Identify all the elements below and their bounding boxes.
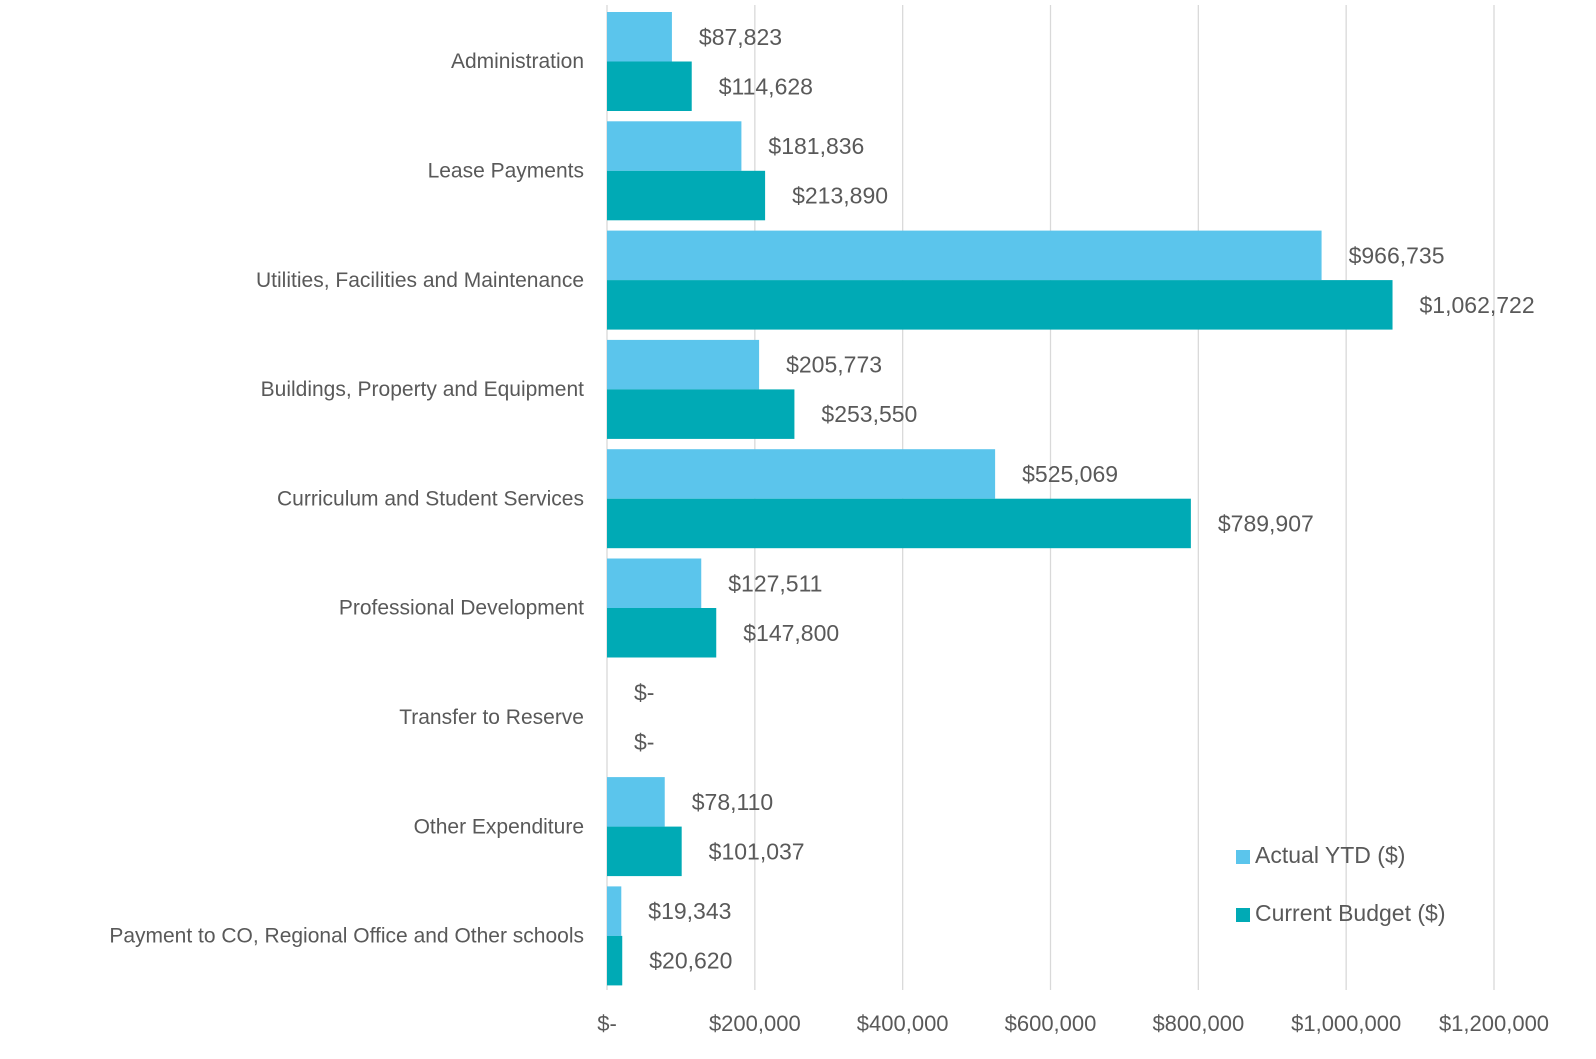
bar: [607, 170, 766, 221]
data-label: $-: [634, 729, 654, 755]
y-tick-label: Lease Payments: [428, 159, 584, 182]
data-label: $253,550: [821, 401, 917, 427]
legend-swatch: [1236, 908, 1250, 922]
y-tick-label: Curriculum and Student Services: [277, 487, 584, 510]
data-label: $205,773: [786, 352, 882, 378]
x-tick-label: $1,200,000: [1439, 1011, 1549, 1036]
data-label: $127,511: [728, 570, 822, 596]
bar: [607, 826, 682, 877]
data-label: $87,823: [699, 24, 782, 50]
y-tick-label: Payment to CO, Regional Office and Other…: [109, 925, 584, 948]
bar: [607, 558, 702, 608]
bar: [607, 121, 742, 171]
legend-swatch: [1236, 850, 1250, 864]
data-label: $-: [634, 680, 654, 706]
data-label: $19,343: [648, 898, 731, 924]
data-label: $789,907: [1218, 511, 1314, 537]
data-label: $966,735: [1349, 242, 1445, 268]
bar: [607, 449, 996, 499]
x-tick-label: $-: [597, 1011, 617, 1036]
x-tick-label: $800,000: [1152, 1011, 1244, 1036]
bar: [607, 777, 665, 827]
bar: [607, 498, 1191, 549]
data-label: $1,062,722: [1420, 292, 1535, 318]
y-tick-label: Administration: [451, 50, 584, 73]
bar: [607, 608, 717, 658]
bar: [607, 935, 623, 986]
x-tick-label: $600,000: [1005, 1011, 1097, 1036]
data-label: $181,836: [768, 133, 864, 159]
x-tick-label: $200,000: [709, 1011, 801, 1036]
data-label: $114,628: [719, 73, 813, 99]
legend-label: Current Budget ($): [1255, 900, 1445, 926]
x-tick-label: $400,000: [857, 1011, 949, 1036]
bar: [607, 339, 760, 390]
data-label: $525,069: [1022, 461, 1118, 487]
bar: [607, 280, 1393, 330]
data-label: $213,890: [792, 183, 888, 209]
data-label: $101,037: [709, 838, 805, 864]
y-tick-label: Other Expenditure: [414, 815, 584, 838]
bar: [607, 61, 692, 111]
y-tick-label: Buildings, Property and Equipment: [261, 378, 585, 401]
data-label: $78,110: [692, 789, 773, 815]
data-label: $147,800: [743, 620, 839, 646]
x-tick-label: $1,000,000: [1291, 1011, 1401, 1036]
bar: [607, 389, 795, 439]
y-tick-label: Transfer to Reserve: [399, 706, 584, 729]
bar: [607, 12, 672, 62]
y-tick-label: Utilities, Facilities and Maintenance: [256, 269, 584, 292]
bar: [607, 230, 1322, 281]
legend-label: Actual YTD ($): [1255, 842, 1405, 868]
y-tick-label: Professional Development: [339, 597, 584, 620]
bar: [607, 886, 622, 936]
data-label: $20,620: [649, 948, 732, 974]
